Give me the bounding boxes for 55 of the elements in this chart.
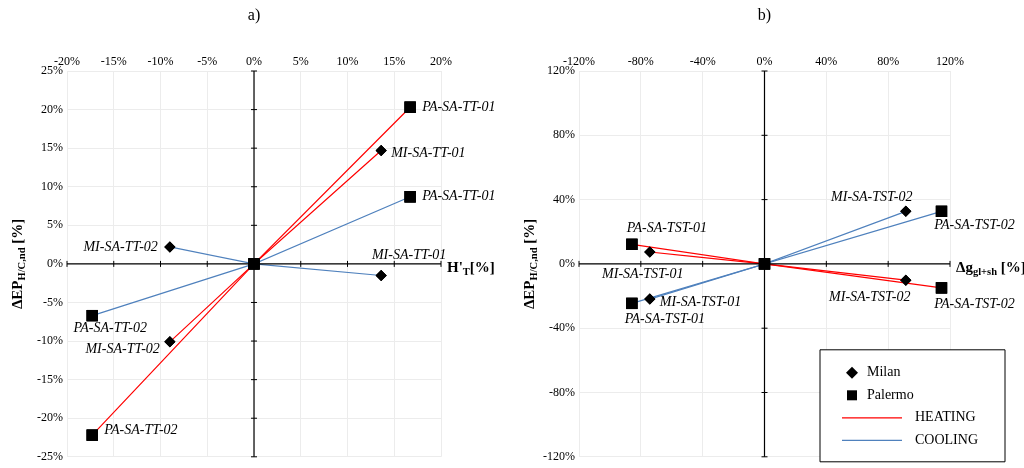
x-tick-label: 120% [936,53,964,68]
x-tick-label: 0% [756,53,773,68]
y-tick-label: 0% [559,256,575,271]
legend-label: COOLING [915,431,978,447]
y-tick-label: -120% [543,448,575,463]
annotation: MI-SA-TT-01 [370,247,447,263]
annotation: MI-SA-TST-02 [830,189,913,205]
annotation: MI-SA-TST-01 [658,293,742,309]
annotation: MI-SA-TT-01 [390,145,466,161]
x-tick-label: 10% [336,53,359,68]
y-tick-label: -80% [549,384,575,399]
legend-label: Milan [867,364,901,380]
x-tick-label: -5% [197,53,218,68]
x-tick-label: 20% [430,53,452,68]
y-tick-label: -20% [37,410,63,425]
annotation: MI-SA-TST-02 [828,288,911,304]
y-tick-label: -40% [549,320,575,335]
chart-title: b) [757,6,772,25]
annotation: MI-SA-TT-02 [84,340,160,356]
annotation: PA-SA-TST-02 [933,217,1015,233]
x-tick-label: 15% [383,53,406,68]
x-tick-label: 80% [877,53,900,68]
annotation: MI-SA-TT-02 [82,238,158,254]
annotation: MI-SA-TST-01 [601,265,684,281]
legend-label: HEATING [915,409,976,425]
chart-title: a) [247,6,261,25]
y-tick-label: 80% [553,127,575,142]
y-tick-label: 40% [553,191,575,206]
annotation: PA-SA-TST-01 [623,311,706,327]
x-tick-label: 5% [292,53,309,68]
y-tick-label: -25% [37,448,63,463]
y-tick-label: -10% [37,333,63,348]
y-tick-label: 5% [47,217,63,232]
annotation: PA-SA-TT-02 [72,320,147,336]
x-tick-label: -40% [689,53,716,68]
y-tick-label: -5% [43,294,63,309]
annotation: PA-SA-TT-02 [103,421,178,437]
y-tick-label: -15% [37,371,63,386]
y-tick-label: 15% [41,140,63,155]
annotation: PA-SA-TST-02 [933,295,1015,311]
y-tick-label: 10% [41,178,63,193]
x-tick-label: -15% [100,53,127,68]
legend-label: Palermo [867,386,914,402]
annotation: PA-SA-TT-01 [421,188,496,204]
y-tick-label: 20% [41,101,63,116]
y-axis-title: ΔEPH/C,nd [%] [8,218,28,310]
x-tick-label: -10% [147,53,174,68]
y-axis-title: ΔEPH/C,nd [%] [520,218,540,310]
annotation: PA-SA-TT-01 [421,98,496,114]
x-tick-label: -120% [563,53,595,68]
annotation: PA-SA-TST-01 [625,219,708,235]
x-tick-label: 40% [815,53,838,68]
x-tick-label: -80% [627,53,654,68]
x-tick-label: 0% [246,53,262,68]
y-tick-label: 0% [47,256,63,271]
